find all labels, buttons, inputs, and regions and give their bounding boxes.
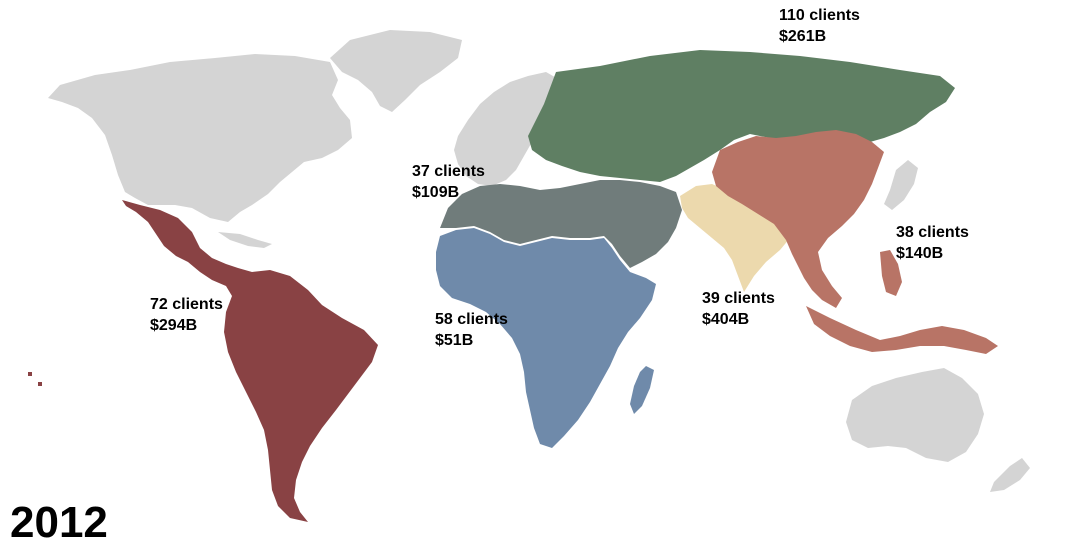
russia-central-asia-clients: 110 clients <box>779 7 860 24</box>
region-latin-america <box>122 200 378 522</box>
middle-east-north-africa-clients: 37 clients <box>412 163 485 180</box>
region-australia <box>846 368 984 462</box>
east-asia-pacific-clients: 38 clients <box>896 224 969 241</box>
region-middle-east-north-africa <box>440 180 682 268</box>
sub-saharan-africa-clients: 58 clients <box>435 311 508 328</box>
label-latin-america: 72 clients $294B <box>150 294 223 336</box>
sub-saharan-africa-amount: $51B <box>435 332 474 349</box>
label-sub-saharan-africa: 58 clients $51B <box>435 309 508 351</box>
south-asia-amount: $404B <box>702 311 750 328</box>
label-russia-central-asia: 110 clients $261B <box>779 5 860 47</box>
region-japan <box>884 160 918 210</box>
region-philippines <box>880 250 902 296</box>
region-europe <box>454 72 560 186</box>
region-caribbean <box>218 232 272 248</box>
year-label: 2012 <box>10 498 108 547</box>
label-middle-east-north-africa: 37 clients $109B <box>412 161 485 203</box>
latin-america-amount: $294B <box>150 317 198 334</box>
region-south-asia <box>680 184 790 292</box>
region-russia-central-asia <box>528 50 955 182</box>
russia-central-asia-amount: $261B <box>779 28 827 45</box>
region-east-asia-pacific <box>712 130 884 308</box>
east-asia-pacific-amount: $140B <box>896 245 944 262</box>
region-north-america <box>48 54 352 222</box>
latin-america-clients: 72 clients <box>150 296 223 313</box>
region-small-islands-pacific <box>28 372 42 386</box>
region-new-zealand <box>990 458 1030 492</box>
south-asia-clients: 39 clients <box>702 290 775 307</box>
region-sub-saharan-africa <box>436 228 656 448</box>
label-east-asia-pacific: 38 clients $140B <box>896 222 969 264</box>
region-greenland <box>330 30 462 112</box>
region-indonesia <box>806 306 998 354</box>
region-madagascar <box>630 366 654 414</box>
label-south-asia: 39 clients $404B <box>702 288 775 330</box>
middle-east-north-africa-amount: $109B <box>412 184 460 201</box>
